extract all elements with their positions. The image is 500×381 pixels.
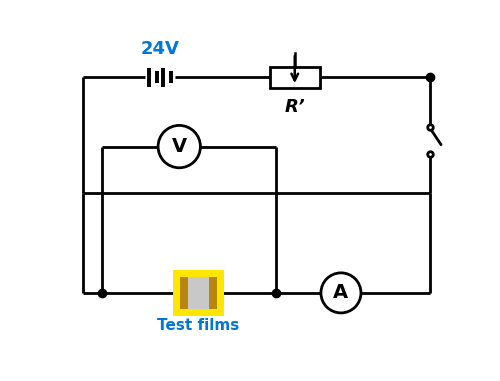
Text: A: A (334, 283, 348, 303)
Circle shape (158, 125, 200, 168)
Circle shape (321, 273, 361, 313)
Text: V: V (172, 137, 187, 156)
Text: Test films: Test films (158, 318, 240, 333)
Text: R’: R’ (284, 98, 305, 115)
Bar (270, 67, 320, 88)
Bar (188, 277, 208, 309)
Bar (173, 270, 224, 316)
Bar (180, 277, 188, 309)
Bar (208, 277, 217, 309)
Text: 24V: 24V (140, 40, 179, 58)
